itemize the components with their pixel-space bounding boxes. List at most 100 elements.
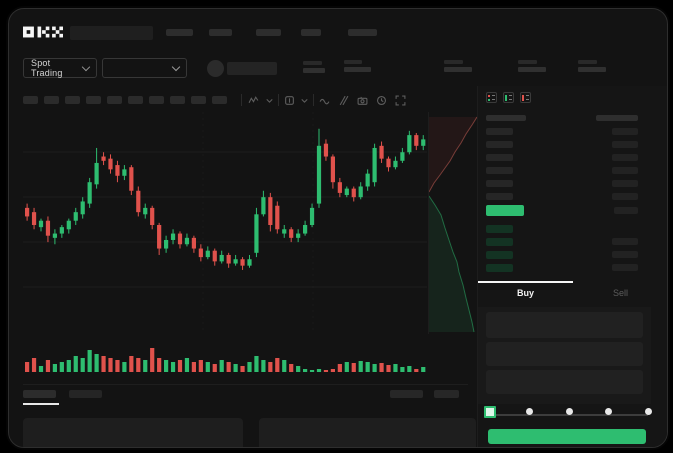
- last-price-bar: [486, 205, 524, 216]
- orders-tab-placeholder[interactable]: [69, 390, 102, 398]
- timeframe-slot[interactable]: [212, 96, 227, 104]
- chevron-down-icon[interactable]: [299, 93, 310, 104]
- slider-track[interactable]: [490, 414, 648, 416]
- compare-icon[interactable]: [338, 93, 349, 106]
- pair-name-placeholder: [227, 62, 277, 75]
- ask-rows: [486, 128, 638, 206]
- ask-amount-placeholder: [612, 180, 638, 187]
- slider-stop-dot[interactable]: [526, 408, 533, 415]
- ask-row[interactable]: [486, 180, 638, 187]
- bid-price-placeholder: [486, 250, 513, 259]
- order-book-panel: Buy Sell: [477, 86, 667, 447]
- timeframe-slot[interactable]: [149, 96, 164, 104]
- ask-amount-placeholder: [612, 154, 638, 161]
- clock-icon[interactable]: [376, 93, 387, 106]
- okx-logo-icon: [23, 26, 63, 38]
- active-tab-indicator: [478, 281, 573, 283]
- timeframe-slot[interactable]: [107, 96, 122, 104]
- depth-chart: [428, 116, 478, 333]
- combined-book-icon[interactable]: [486, 92, 497, 103]
- amount-slider[interactable]: [484, 406, 652, 420]
- slider-stop-dot[interactable]: [565, 408, 573, 415]
- app-window: Spot Trading: [8, 8, 668, 448]
- timeframe-slot[interactable]: [23, 96, 38, 104]
- order-form-field-placeholder[interactable]: [486, 342, 643, 366]
- chevron-down-icon[interactable]: [264, 93, 275, 104]
- depth-overlay: [428, 112, 478, 334]
- bid-amount-placeholder: [612, 264, 638, 271]
- slider-stop-dot[interactable]: [605, 408, 612, 415]
- pair-selector[interactable]: [102, 58, 187, 78]
- orders-action-placeholder[interactable]: [390, 390, 423, 398]
- order-form-field-placeholder[interactable]: [486, 370, 643, 394]
- bid-price-placeholder: [486, 263, 513, 272]
- ask-price-placeholder: [486, 141, 513, 148]
- ask-amount-placeholder: [612, 128, 638, 135]
- slider-stop-dot[interactable]: [644, 408, 652, 415]
- orders-table-placeholder: [259, 418, 476, 447]
- nav-item-placeholder[interactable]: [256, 29, 281, 36]
- active-tab-underline: [23, 403, 59, 405]
- buy-submit-button[interactable]: [488, 429, 646, 444]
- chart-toolbar: [23, 93, 463, 110]
- ask-row[interactable]: [486, 141, 638, 148]
- ask-price-placeholder: [486, 154, 513, 161]
- ask-amount-placeholder: [612, 193, 638, 200]
- timeframe-slot[interactable]: [170, 96, 185, 104]
- ask-price-placeholder: [486, 193, 513, 200]
- bids-book-icon[interactable]: [503, 92, 514, 103]
- timeframe-slot[interactable]: [86, 96, 101, 104]
- last-price-row[interactable]: [486, 205, 638, 216]
- orders-action-placeholder[interactable]: [434, 390, 459, 398]
- bid-price-placeholder: [486, 237, 513, 246]
- bid-amount-placeholder: [612, 251, 638, 258]
- amount-column-header-placeholder: [596, 115, 638, 121]
- ask-row[interactable]: [486, 167, 638, 174]
- line-wave-icon[interactable]: [319, 93, 330, 105]
- orders-tab-placeholder-active[interactable]: [23, 390, 56, 398]
- ask-amount-placeholder: [612, 167, 638, 174]
- camera-icon[interactable]: [357, 93, 368, 105]
- divider: [23, 384, 468, 385]
- timeframe-slot[interactable]: [128, 96, 143, 104]
- market-type-selector[interactable]: Spot Trading: [23, 58, 97, 78]
- slider-handle[interactable]: [484, 406, 496, 418]
- bid-row[interactable]: [486, 250, 638, 259]
- bid-amount-placeholder: [612, 238, 638, 245]
- fullscreen-icon[interactable]: [395, 93, 406, 106]
- asks-book-icon[interactable]: [520, 92, 531, 103]
- bid-row[interactable]: [486, 224, 638, 233]
- okx-logo[interactable]: [23, 25, 63, 38]
- ask-row[interactable]: [486, 193, 638, 200]
- timeframe-slot[interactable]: [44, 96, 59, 104]
- trade-side-tabs: Buy Sell: [478, 281, 667, 305]
- ticker-placeholder: [70, 26, 153, 40]
- ask-amount-placeholder: [612, 141, 638, 148]
- ask-price-placeholder: [486, 128, 513, 135]
- price-column-header-placeholder: [486, 115, 526, 121]
- bid-row[interactable]: [486, 237, 638, 246]
- orders-table-placeholder: [23, 418, 243, 447]
- order-form-field-placeholder[interactable]: [486, 312, 643, 338]
- market-type-label: Spot Trading: [31, 58, 63, 78]
- ask-price-placeholder: [486, 180, 513, 187]
- chevron-down-icon: [171, 62, 181, 71]
- timeframe-slot[interactable]: [65, 96, 80, 104]
- nav-item-placeholder[interactable]: [301, 29, 321, 36]
- ask-row[interactable]: [486, 128, 638, 135]
- ask-row[interactable]: [486, 154, 638, 161]
- tab-buy[interactable]: Buy: [516, 288, 534, 298]
- bid-row[interactable]: [486, 263, 638, 272]
- nav-item-placeholder[interactable]: [348, 29, 377, 36]
- indicator-zigzag-icon[interactable]: [248, 93, 259, 104]
- timeframe-slot[interactable]: [191, 96, 206, 104]
- bid-rows: [486, 224, 638, 277]
- tab-sell[interactable]: Sell: [612, 288, 628, 298]
- candlestick-chart[interactable]: [23, 112, 427, 334]
- bid-price-placeholder: [486, 224, 513, 233]
- order-book-header: [486, 115, 638, 121]
- nav-item-placeholder[interactable]: [166, 29, 193, 36]
- nav-item-placeholder[interactable]: [209, 29, 232, 36]
- volume-chart: [25, 348, 426, 372]
- chart-style-icon[interactable]: [284, 93, 295, 105]
